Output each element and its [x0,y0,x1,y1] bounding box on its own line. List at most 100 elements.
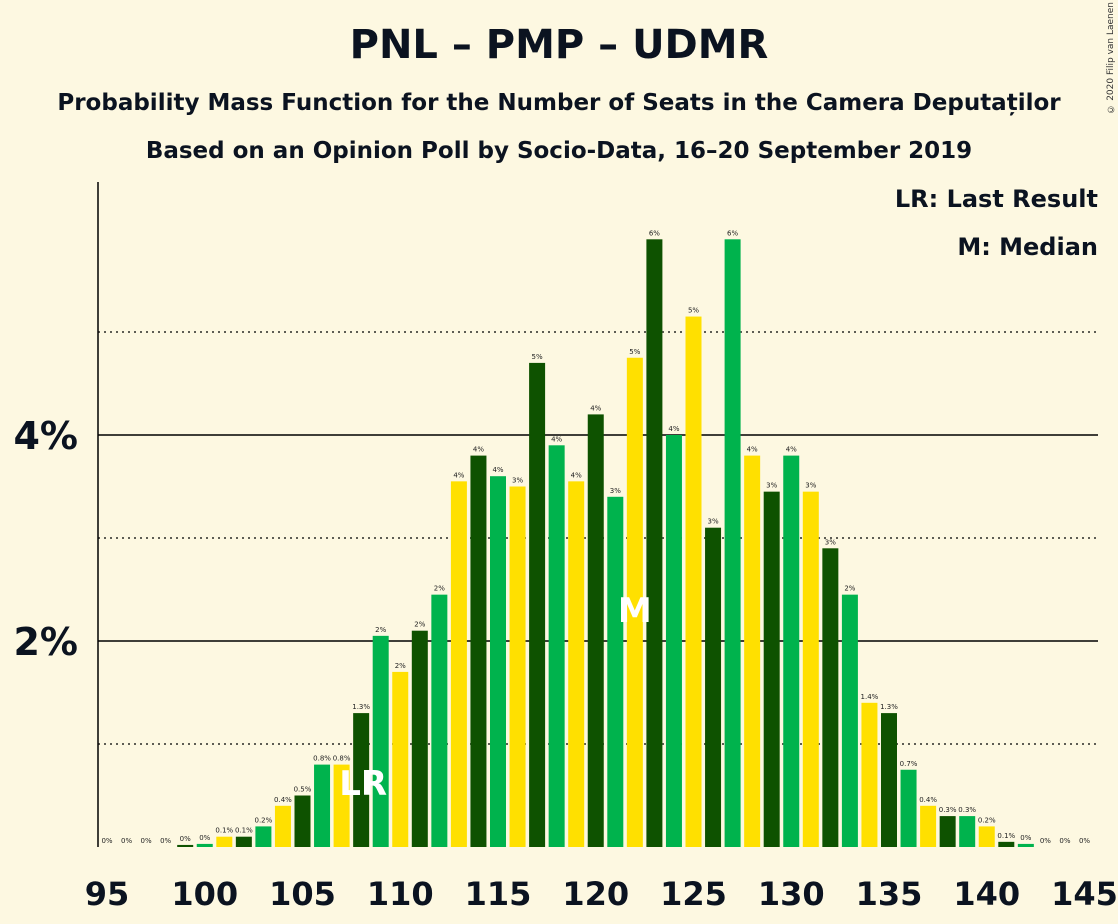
bar-seat-113 [450,481,467,847]
bar-seat-112 [431,594,448,847]
bar-seat-99 [177,844,194,847]
data-label-seat-111: 2% [414,621,425,629]
data-label-seat-96: 0% [121,837,132,845]
bar-seat-107 [333,764,350,847]
data-label-seat-101: 0.1% [215,827,233,835]
data-label-seat-119: 4% [571,471,582,479]
bar-seat-136 [900,769,917,847]
data-label-seat-130: 4% [786,446,797,454]
bar-seat-109 [372,635,389,847]
chart-title: PNL – PMP – UDMR [349,22,769,68]
data-label-seat-143: 0% [1040,837,1051,845]
bar-seat-103 [255,826,272,847]
bar-seat-106 [314,764,331,847]
chart-subtitle: Probability Mass Function for the Number… [57,90,1061,116]
data-label-seat-103: 0.2% [255,816,273,824]
bar-seat-126 [705,527,722,847]
x-tick-label: 105 [269,875,336,913]
data-label-seat-95: 0% [101,837,112,845]
data-label-seat-121: 3% [610,487,621,495]
x-tick-label: 120 [562,875,629,913]
data-label-seat-106: 0.8% [313,755,331,763]
bar-seat-135 [881,713,897,847]
bar-seat-133 [841,594,858,847]
data-label-seat-125: 5% [688,307,699,315]
bar-seat-116 [509,486,526,847]
x-tick-label: 110 [367,875,434,913]
bar-seat-129 [763,491,780,847]
bars [177,239,1034,848]
x-tick-label: 135 [856,875,923,913]
data-label-seat-133: 2% [844,585,855,593]
bar-seat-104 [274,805,291,847]
legend-median: M: Median [957,233,1098,261]
data-label-seat-123: 6% [649,229,660,237]
bar-seat-111 [411,630,428,847]
bar-seat-105 [294,795,311,847]
data-label-seat-127: 6% [727,229,738,237]
bar-seat-119 [568,481,585,847]
data-label-seat-139: 0.3% [958,806,976,814]
x-tick-label: 100 [171,875,238,913]
legend-last-result: LR: Last Result [894,185,1098,213]
bar-seat-108 [353,713,370,847]
data-label-seat-141: 0.1% [997,832,1015,840]
data-label-seat-102: 0.1% [235,827,253,835]
bar-seat-118 [548,445,565,847]
data-label-seat-116: 3% [512,477,523,485]
data-label-seat-115: 4% [492,466,503,474]
bar-seat-123 [646,239,663,848]
data-label-seat-128: 4% [747,446,758,454]
data-labels: 0% 0% 0% 0% 0% 0%0.1% 0.1%0.2%0.4%0.5%0.8% 0.8%… [101,229,1090,845]
data-label-seat-120: 4% [590,404,601,412]
axes: 2% 4% 95 100 105 110 115 120 125 130 135 140 145 [13,182,1118,913]
bar-seat-114 [470,455,487,847]
last-result-marker: LR [339,764,387,804]
markers: LR M [339,591,652,804]
data-label-seat-118: 4% [551,435,562,443]
bar-seat-139 [959,816,976,847]
bar-seat-130 [783,455,800,847]
bar-seat-132 [822,548,839,847]
data-label-seat-108: 1.3% [352,703,370,711]
data-label-seat-122: 5% [629,348,640,356]
data-label-seat-145: 0% [1079,837,1090,845]
bar-seat-121 [607,496,624,847]
x-tick-label: 125 [660,875,727,913]
median-marker: M [618,591,652,631]
data-label-seat-136: 0.7% [900,760,918,768]
data-label-seat-137: 0.4% [919,796,937,804]
bar-seat-122 [626,357,643,847]
bar-seat-138 [939,816,956,847]
bar-seat-102 [235,836,252,847]
chart-source-line: Based on an Opinion Poll by Socio-Data, … [145,138,973,164]
bar-seat-131 [802,491,819,847]
x-tick-label: 115 [465,875,532,913]
data-label-seat-134: 1.4% [861,693,879,701]
x-tick-label: 140 [953,875,1020,913]
data-label-seat-109: 2% [375,626,386,634]
data-label-seat-107: 0.8% [333,755,351,763]
data-label-seat-100: 0% [199,834,210,842]
data-label-seat-131: 3% [805,482,816,490]
data-label-seat-112: 2% [434,585,445,593]
bar-seat-110 [392,671,409,847]
bar-seat-141 [998,841,1015,847]
bar-seat-101 [216,836,233,847]
data-label-seat-142: 0% [1020,834,1031,842]
data-label-seat-132: 3% [825,538,836,546]
data-label-seat-114: 4% [473,446,484,454]
bar-seat-124 [665,435,682,847]
data-label-seat-110: 2% [395,662,406,670]
bar-seat-127 [724,239,741,848]
bar-seat-142 [1017,843,1034,847]
bar-seat-125 [685,316,702,847]
x-tick-label: 130 [758,875,825,913]
data-label-seat-135: 1.3% [880,703,898,711]
bar-seat-134 [861,702,878,847]
bar-seat-120 [587,414,604,847]
data-label-seat-97: 0% [141,837,152,845]
bar-seat-137 [920,805,937,847]
bar-seat-100 [196,843,213,847]
